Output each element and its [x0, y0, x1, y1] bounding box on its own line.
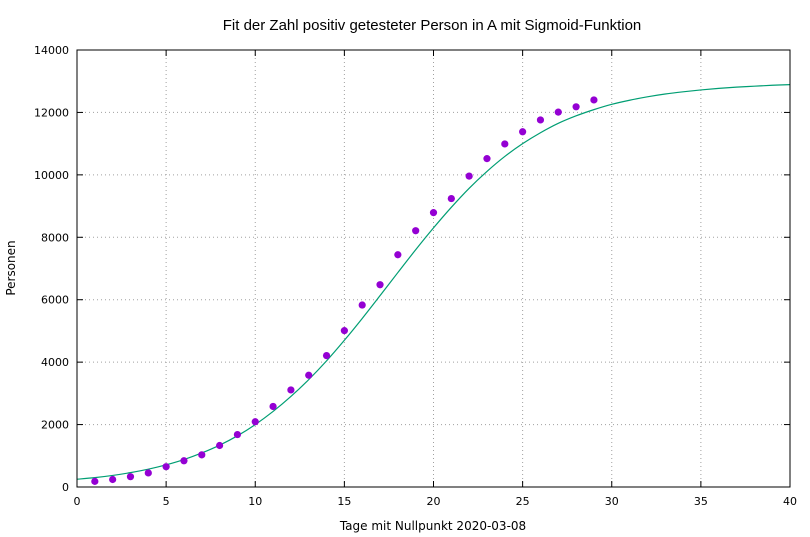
tick-labels: 0 5 10 15 20 25 30 35 40 0 2000 4000 6000 8000 10000 12…	[34, 44, 797, 508]
data-point	[269, 402, 277, 411]
chart-title: Fit der Zahl positiv getesteter Person i…	[223, 17, 642, 34]
y-tick-label: 12000	[34, 106, 69, 119]
data-point	[429, 209, 438, 217]
data-point	[447, 194, 455, 203]
data-point	[519, 128, 527, 136]
x-tick-label: 40	[783, 495, 797, 508]
data-point	[358, 301, 366, 309]
y-tick-label: 8000	[41, 231, 69, 244]
data-point	[340, 327, 348, 335]
y-tick-label: 0	[62, 481, 69, 494]
fit-curve	[76, 84, 791, 480]
data-point	[501, 140, 509, 148]
plot-frame	[76, 49, 791, 488]
data-point	[394, 251, 402, 259]
data-point	[198, 451, 206, 459]
data-point	[233, 430, 242, 439]
data-point	[305, 371, 313, 379]
grid-lines	[77, 50, 790, 487]
x-tick-label: 35	[694, 495, 708, 508]
data-point	[465, 172, 473, 180]
x-tick-label: 15	[337, 495, 351, 508]
y-tick-label: 10000	[34, 169, 69, 182]
data-point	[590, 96, 598, 104]
x-tick-label: 0	[74, 495, 81, 508]
data-point	[162, 463, 170, 471]
y-tick-label: 4000	[41, 356, 69, 369]
x-axis-label: Tage mit Nullpunkt 2020-03-08	[339, 519, 526, 533]
data-point	[144, 469, 152, 477]
x-tick-label: 10	[248, 495, 262, 508]
x-tick-label: 25	[516, 495, 530, 508]
data-point	[287, 386, 295, 394]
data-point	[251, 418, 259, 426]
data-point	[180, 457, 188, 465]
y-tick-label: 6000	[41, 294, 69, 307]
x-tick-label: 5	[163, 495, 170, 508]
axis-ticks	[76, 49, 791, 488]
y-tick-label: 2000	[41, 419, 69, 432]
x-tick-label: 30	[605, 495, 619, 508]
data-point	[412, 227, 420, 235]
data-point	[109, 475, 117, 484]
data-point	[536, 116, 545, 124]
y-tick-label: 14000	[34, 44, 69, 57]
fit-curve-series	[76, 84, 791, 480]
data-point	[216, 441, 224, 450]
data-point	[554, 108, 562, 116]
data-point	[376, 281, 384, 289]
data-points-series	[91, 96, 598, 485]
data-point	[126, 473, 135, 481]
y-axis-label: Personen	[4, 240, 18, 295]
data-point	[322, 351, 331, 360]
data-point	[572, 103, 580, 111]
data-point	[91, 477, 99, 485]
data-point	[483, 155, 491, 163]
x-tick-label: 20	[427, 495, 441, 508]
